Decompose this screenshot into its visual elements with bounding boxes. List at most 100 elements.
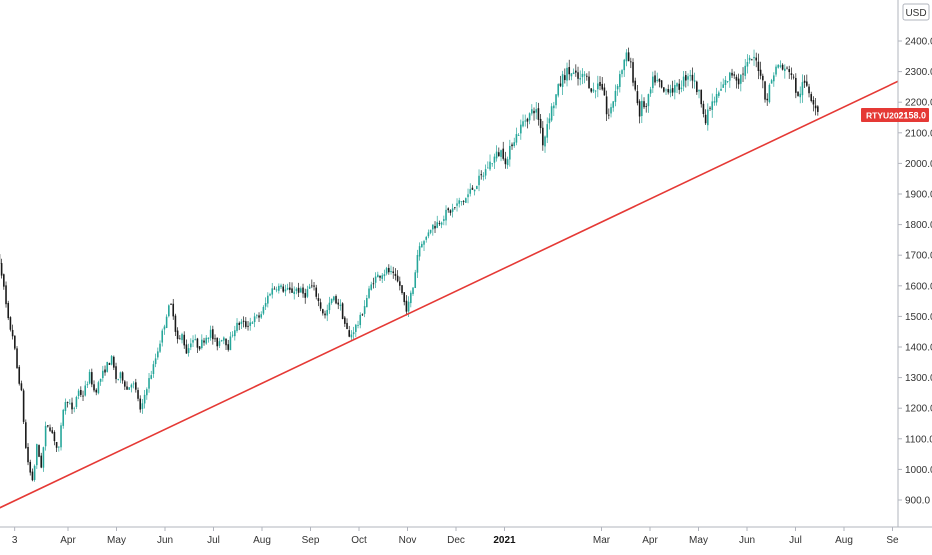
candle-body [51, 430, 53, 433]
candle-body [593, 89, 595, 91]
candle-body [419, 246, 421, 256]
candle-body [516, 134, 518, 143]
price-axis[interactable]: 900.01000.01100.01200.01300.01400.01500.… [898, 37, 932, 507]
time-tick-label: Jun [157, 535, 173, 546]
candle-body [505, 158, 507, 164]
candle-body [403, 292, 405, 302]
candle-body [313, 285, 315, 286]
candle-body [496, 152, 498, 159]
candle-body [315, 288, 317, 297]
candle-body [456, 203, 458, 205]
candle-body [795, 78, 797, 93]
candle-body [18, 367, 20, 384]
candle-body [428, 232, 430, 236]
candle-body [722, 84, 724, 87]
candle-body [161, 331, 163, 343]
candle-body [645, 106, 647, 107]
candle-body [115, 366, 117, 379]
candle-body [549, 118, 551, 123]
time-tick-label: Jul [789, 535, 802, 546]
candle-body [637, 91, 639, 103]
candle-body [392, 271, 394, 273]
time-tick-label: Jul [207, 535, 220, 546]
candle-body [454, 207, 456, 208]
time-tick-label: May [689, 535, 708, 546]
candle-body [73, 408, 75, 409]
candle-body [175, 316, 177, 332]
price-tick-label: 1900.0 [905, 190, 932, 201]
candle-body [685, 75, 687, 80]
candle-body [225, 339, 227, 346]
candle-body [45, 426, 47, 446]
candle-body [291, 288, 293, 292]
candle-body [786, 68, 788, 69]
candle-body [351, 335, 353, 338]
candle-body [494, 157, 496, 163]
candle-body [194, 339, 196, 340]
candle-body [696, 82, 698, 92]
candle-body [450, 210, 452, 213]
currency-badge[interactable]: USD [903, 4, 929, 20]
price-tick-label: 2300.0 [905, 67, 932, 78]
candle-body [667, 89, 669, 92]
candle-body [641, 101, 643, 116]
price-tick-label: 2100.0 [905, 128, 932, 139]
candle-body [62, 410, 64, 426]
candle-body [586, 76, 588, 77]
candle-body [566, 68, 568, 81]
candle-body [502, 149, 504, 159]
candle-body [139, 399, 141, 410]
candle-body [47, 425, 49, 426]
candle-body [212, 329, 214, 339]
candle-body [397, 276, 399, 282]
candle-body [531, 109, 533, 113]
candle-body [76, 397, 78, 407]
candle-body [524, 121, 526, 122]
candle-body [322, 309, 324, 313]
candle-body [210, 330, 212, 338]
candle-body [619, 74, 621, 87]
candle-body [777, 65, 779, 68]
candle-body [557, 84, 559, 95]
candle-body [755, 58, 757, 61]
candle-body [5, 285, 7, 304]
candle-body [775, 67, 777, 75]
candle-body [254, 316, 256, 322]
candle-body [749, 58, 751, 60]
price-tick-label: 1200.0 [905, 404, 932, 415]
candle-body [766, 99, 768, 100]
candle-body [324, 314, 326, 316]
candle-body [287, 288, 289, 290]
candle-body [659, 79, 661, 82]
candle-body [148, 378, 150, 389]
candle-body [740, 75, 742, 84]
candle-body [579, 78, 581, 79]
candle-body [461, 201, 463, 202]
trendline[interactable] [0, 70, 922, 512]
candle-body [153, 364, 155, 374]
candle-body [546, 124, 548, 137]
price-tick-label: 1500.0 [905, 312, 932, 323]
candle-body [87, 384, 89, 385]
candle-body [562, 74, 564, 87]
candle-body [32, 472, 34, 481]
candle-body [117, 379, 119, 380]
candle-body [241, 322, 243, 324]
candle-body [760, 70, 762, 76]
candle-body [355, 325, 357, 332]
candle-body [280, 285, 282, 287]
candle-body [621, 70, 623, 74]
candle-body [186, 344, 188, 353]
time-tick-label: Se [886, 535, 899, 546]
last-price-tag: RTYU2021 2158.0 [861, 108, 929, 122]
candle-body [346, 323, 348, 329]
candle-body [678, 84, 680, 90]
time-tick-label: Apr [642, 535, 658, 546]
candle-body [223, 338, 225, 341]
candle-body [643, 101, 645, 107]
candle-body [126, 386, 128, 389]
candle-body [399, 281, 401, 285]
